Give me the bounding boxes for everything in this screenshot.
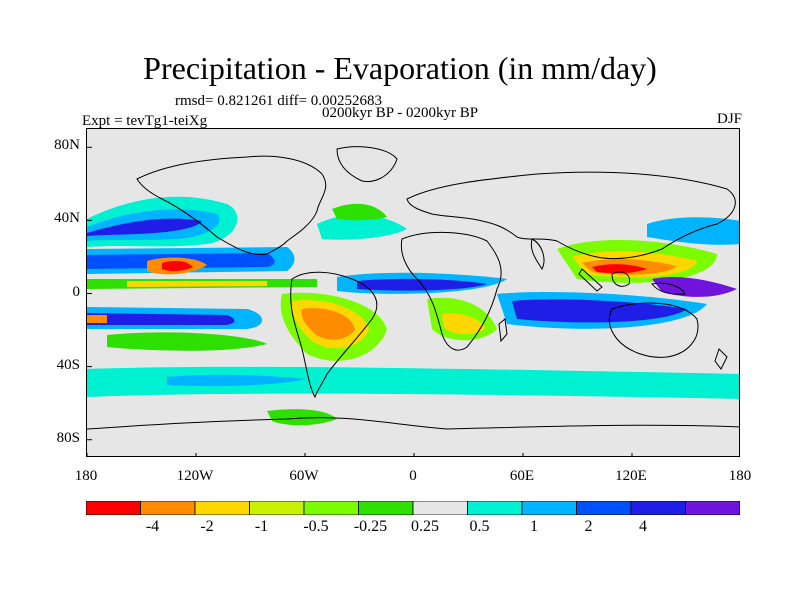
y-tick-label: 0 (72, 283, 81, 300)
field-natl-green (332, 203, 387, 221)
colorbar-swatch (630, 501, 686, 515)
coast-north-america (136, 155, 327, 256)
coastlines (87, 146, 739, 430)
map-canvas (87, 129, 739, 456)
colorbar-swatch (412, 501, 468, 515)
field-natl (317, 214, 407, 240)
field-arctic (87, 129, 739, 155)
stats-subtitle: rmsd= 0.821261 diff= 0.00252683 (175, 93, 383, 109)
coast-antarctica (87, 417, 739, 430)
coast-sumatra (578, 268, 603, 292)
colorbar-swatch (358, 501, 414, 515)
map-panel (86, 128, 740, 457)
colorbar-swatch (86, 501, 141, 515)
field-spac-green (107, 332, 267, 351)
colorbar (86, 501, 740, 515)
colorbar-swatch (685, 501, 740, 515)
field-sam-orange (301, 308, 355, 340)
colorbar-label: 4 (639, 518, 647, 535)
colorbar-label: -4 (145, 518, 160, 535)
colorbar-label: -0.5 (303, 518, 329, 535)
field-antarctic (267, 409, 337, 426)
coast-greenland (336, 146, 398, 183)
colorbar-swatch (576, 501, 632, 515)
colorbar-label: 1 (530, 518, 538, 535)
field-wpac-core (652, 277, 737, 297)
colorbar-label: 2 (584, 518, 593, 535)
colorbar-label: 0.5 (469, 518, 490, 535)
x-tick-label: 60E (509, 468, 535, 484)
coast-africa (400, 232, 502, 351)
period-subtitle: 0200kyr BP - 0200kyr BP (322, 105, 479, 121)
field-npac-core (87, 218, 202, 236)
precip-evap-field (87, 129, 739, 426)
colorbar-swatch (140, 501, 196, 515)
y-tick-label: 80S (56, 429, 80, 446)
colorbar-swatch (194, 501, 250, 515)
colorbar-swatch (249, 501, 305, 515)
field-mc-red (592, 264, 647, 274)
coast-new-guinea (651, 282, 686, 295)
x-tick-label: 120E (615, 468, 647, 484)
field-spac-core (87, 313, 235, 325)
field-spac-orange (87, 315, 107, 323)
season-label: DJF (716, 111, 742, 127)
coast-madagascar (498, 318, 508, 343)
colorbar-swatch (521, 501, 577, 515)
colorbar-swatch (467, 501, 523, 515)
field-so-cyan (87, 366, 739, 399)
field-ind-core (512, 299, 687, 323)
field-eq-yellow (127, 281, 267, 287)
field-nwpac (647, 217, 739, 245)
field-so-blue (167, 374, 307, 387)
coast-borneo (611, 271, 631, 287)
x-tick-label: 0 (409, 468, 417, 484)
x-tick-label: 120W (176, 468, 214, 484)
coast-india (530, 238, 545, 271)
y-tick-label: 40S (56, 356, 80, 373)
field-africa-yellow (442, 313, 485, 335)
coast-eurasia (406, 171, 736, 260)
y-tick-label: 40N (54, 210, 80, 227)
coast-south-america (290, 271, 378, 399)
colorbar-label: -0.25 (353, 518, 388, 535)
x-tick-label: 60W (289, 468, 319, 484)
colorbar-label: 0.25 (411, 518, 439, 535)
x-tick-label: 180 (74, 468, 98, 484)
colorbar-label: -1 (254, 518, 269, 535)
experiment-label: Expt = tevTg1-teiXg (82, 113, 208, 129)
colorbar-swatch (303, 501, 359, 515)
y-tick-label: 80N (54, 137, 80, 154)
coast-new-zealand (714, 348, 728, 370)
chart-title: Precipitation - Evaporation (in mm/day) (143, 50, 657, 86)
x-tick-label: 180 (728, 468, 752, 484)
colorbar-label: -2 (200, 518, 214, 535)
field-pac-dry-2 (162, 260, 193, 272)
coast-australia (608, 302, 699, 358)
